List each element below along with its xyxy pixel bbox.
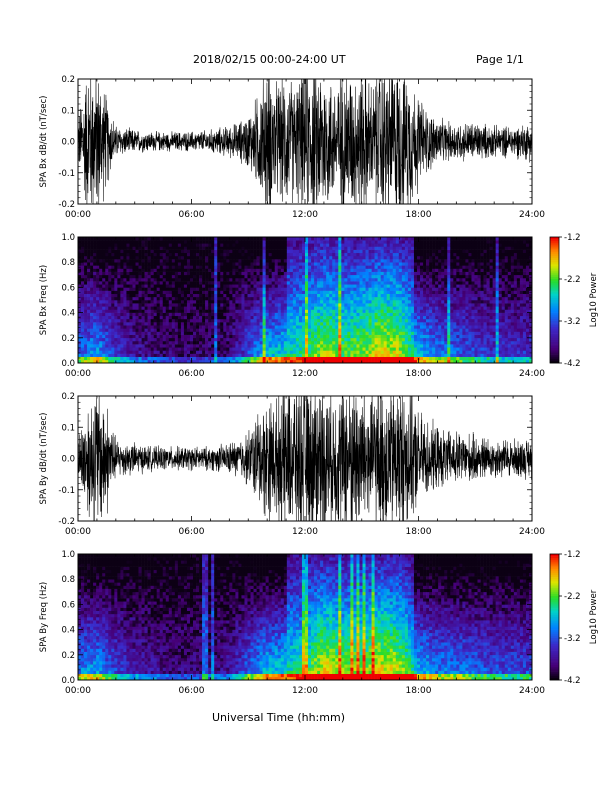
colorbar-tick-label: -3.2 [564, 317, 581, 327]
trace-line [78, 396, 532, 521]
y-tick-label: 1.0 [61, 550, 75, 560]
y-tick-label: 0.1 [61, 423, 75, 433]
x-tick-label: 06:00 [179, 369, 205, 379]
x-tick-label: 18:00 [406, 369, 432, 379]
y-axis-label: SPA Bx dB/dt (nT/sec) [39, 96, 49, 188]
y-tick-label: 0.2 [61, 75, 75, 85]
x-tick-label: 00:00 [65, 210, 91, 220]
y-tick-label: 0.0 [61, 359, 75, 369]
colorbar-tick-label: -2.2 [564, 275, 581, 285]
x-tick-label: 18:00 [406, 686, 432, 696]
colorbar-label: Log10 Power [589, 589, 599, 644]
spectrogram-4 [78, 554, 533, 681]
panel-3: 00:00 06:00 12:00 18:00 24:00 0.2 0.1 0.0 -0.1 -0… [39, 392, 545, 537]
x-tick-label: 24:00 [519, 527, 545, 537]
x-tick-label: 00:00 [65, 369, 91, 379]
x-tick-label: 06:00 [179, 210, 205, 220]
y-tick-label: 0.4 [61, 309, 75, 319]
panel-4: 00:00 06:00 12:00 18:00 24:00 1.0 0.8 0.6 0.4 0.2… [39, 550, 545, 696]
y-tick-label: 0.0 [61, 138, 75, 148]
x-tick-label: 12:00 [292, 210, 318, 220]
y-axis-label: SPA Bx Freq (Hz) [39, 265, 49, 335]
y-tick-label: 0.0 [61, 455, 75, 465]
page-indicator: Page 1/1 [476, 53, 524, 66]
x-tick-label: 06:00 [179, 686, 205, 696]
y-tick-label: 0.2 [61, 651, 75, 661]
y-tick-label: 0.8 [61, 258, 75, 268]
trace-line [78, 79, 532, 204]
spectrogram-2 [78, 237, 533, 364]
y-tick-label: 0.2 [61, 392, 75, 402]
y-tick-label: -0.2 [58, 200, 75, 210]
x-tick-label: 00:00 [65, 686, 91, 696]
colorbar-tick-label: -1.2 [564, 550, 581, 560]
x-axis-label: Universal Time (hh:mm) [212, 711, 345, 724]
x-tick-label: 06:00 [179, 527, 205, 537]
y-axis-label: SPA By Freq (Hz) [39, 582, 49, 652]
y-tick-label: 1.0 [61, 233, 75, 243]
colorbar-frame [549, 553, 560, 681]
colorbar-tick-label: -4.2 [564, 359, 581, 369]
panel-2: 00:00 06:00 12:00 18:00 24:00 1.0 0.8 0.6 0.4 0.2… [39, 233, 545, 379]
colorbar-label: Log10 Power [589, 272, 599, 327]
y-tick-label: 0.8 [61, 575, 75, 585]
x-tick-label: 12:00 [292, 686, 318, 696]
colorbar-tick-label: -3.2 [564, 634, 581, 644]
y-tick-label: 0.4 [61, 626, 75, 636]
colorbar-tick-label: -1.2 [564, 233, 581, 243]
y-tick-label: -0.2 [58, 517, 75, 527]
y-tick-label: 0.2 [61, 334, 75, 344]
x-tick-label: 12:00 [292, 527, 318, 537]
colorbar-2: -1.2 -2.2 -3.2 -4.2 Log10 Power [549, 233, 599, 369]
panel-1: 00:00 06:00 12:00 18:00 24:00 0.2 0.1 0.0 -0.1 -0… [39, 75, 545, 220]
colorbar-4: -1.2 -2.2 -3.2 -4.2 Log10 Power [549, 550, 599, 686]
y-tick-label: 0.6 [61, 283, 75, 293]
x-tick-label: 18:00 [406, 527, 432, 537]
y-tick-label: 0.1 [61, 106, 75, 116]
x-tick-label: 12:00 [292, 369, 318, 379]
colorbar-tick-label: -2.2 [564, 592, 581, 602]
y-tick-label: -0.1 [58, 486, 75, 496]
x-tick-label: 24:00 [519, 210, 545, 220]
x-tick-label: 24:00 [519, 369, 545, 379]
x-tick-label: 18:00 [406, 210, 432, 220]
x-tick-label: 24:00 [519, 686, 545, 696]
y-tick-label: 0.6 [61, 600, 75, 610]
y-tick-label: -0.1 [58, 169, 75, 179]
plot-title: 2018/02/15 00:00-24:00 UT [193, 53, 346, 66]
x-tick-label: 00:00 [65, 527, 91, 537]
colorbar-tick-label: -4.2 [564, 676, 581, 686]
y-axis-label: SPA By dB/dt (nT/sec) [39, 413, 49, 505]
y-tick-label: 0.0 [61, 676, 75, 686]
colorbar-frame [549, 236, 560, 364]
